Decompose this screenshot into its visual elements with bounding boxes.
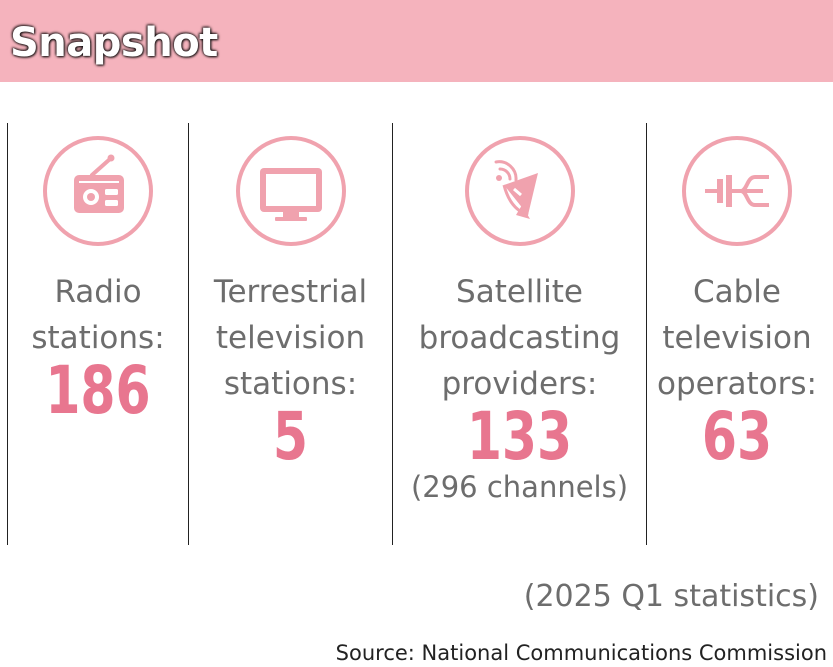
stat-value: 186 bbox=[45, 352, 151, 429]
stat-label: Cable television operators: bbox=[657, 274, 817, 402]
stat-label: Terrestrial television stations: bbox=[213, 274, 368, 402]
stat-label: Satellite broadcasting providers: bbox=[418, 274, 621, 402]
stat-satellite-providers: Satellite broadcasting providers: 133 (2… bbox=[393, 135, 646, 507]
stat-label: Radio stations: bbox=[31, 274, 165, 356]
stat-subnote: (296 channels) bbox=[410, 470, 629, 504]
stat-cable-operators: Cable television operators: 63 bbox=[647, 135, 827, 473]
source-credit: Source: National Communications Commissi… bbox=[335, 641, 827, 665]
stat-value: 5 bbox=[272, 398, 309, 475]
column-divider bbox=[188, 123, 189, 545]
stat-radio-stations: Radio stations: 186 bbox=[8, 135, 188, 427]
stat-terrestrial-tv-stations: Terrestrial television stations: 5 bbox=[189, 135, 392, 473]
radio-icon bbox=[43, 136, 153, 246]
stat-value: 133 bbox=[466, 398, 573, 475]
column-divider bbox=[392, 123, 393, 545]
satellite-dish-icon bbox=[464, 136, 575, 246]
page-title: Snapshot bbox=[10, 20, 218, 66]
statistics-period-note: (2025 Q1 statistics) bbox=[523, 579, 819, 614]
television-icon bbox=[235, 136, 346, 246]
column-divider bbox=[646, 123, 647, 545]
column-divider bbox=[7, 123, 8, 545]
cable-connector-icon bbox=[682, 136, 792, 246]
header-banner: Snapshot bbox=[0, 0, 833, 82]
stat-value: 63 bbox=[701, 398, 773, 475]
